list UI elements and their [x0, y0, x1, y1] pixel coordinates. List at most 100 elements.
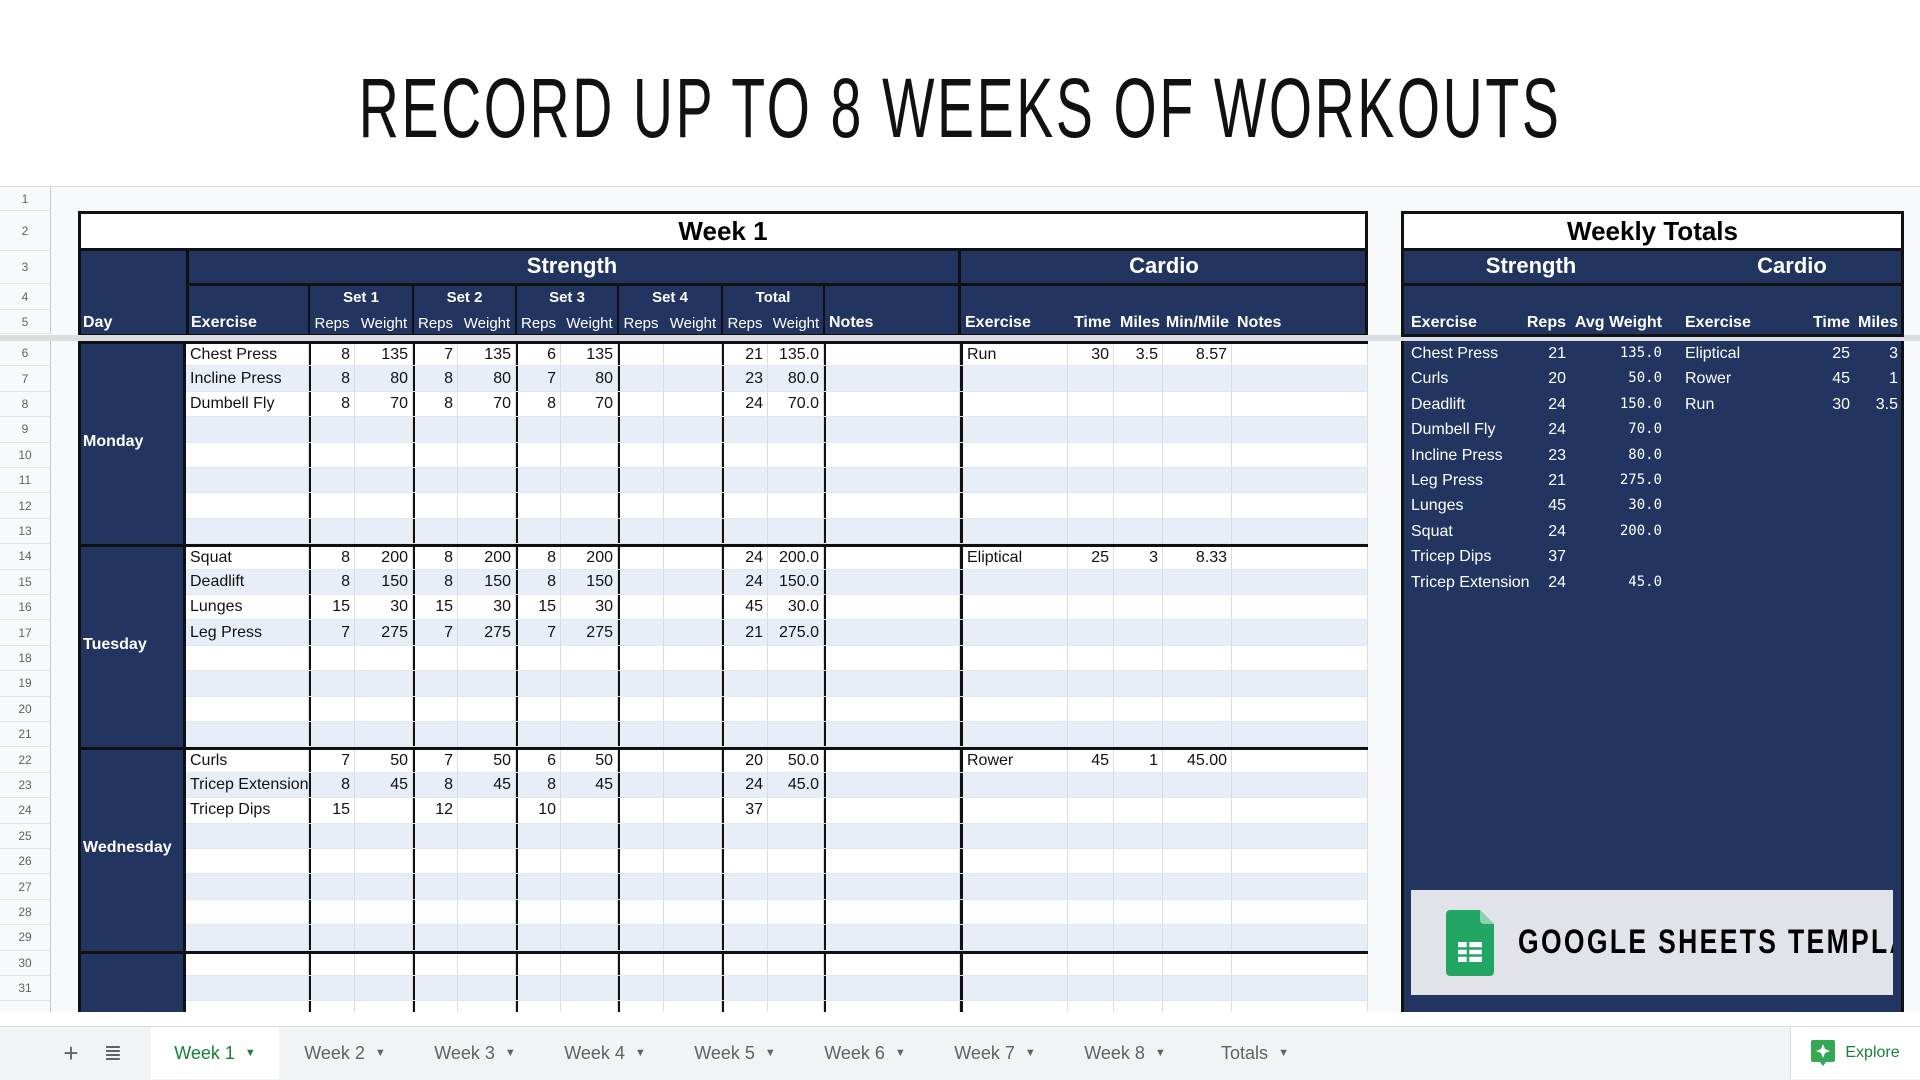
value-cell[interactable] [768, 493, 824, 518]
value-cell[interactable] [561, 1001, 618, 1012]
table-row[interactable]: Lunges 15 30 15 30 15 30 45 30.0 [186, 595, 1368, 621]
table-row[interactable] [186, 442, 1368, 468]
value-cell[interactable] [413, 493, 458, 518]
value-cell[interactable] [618, 722, 664, 747]
cardio-notes-cell[interactable] [1232, 391, 1368, 417]
cardio-notes-cell[interactable] [1232, 442, 1368, 467]
value-cell[interactable]: 200 [355, 547, 413, 569]
value-cell[interactable]: 7 [516, 620, 561, 645]
value-cell[interactable] [618, 468, 664, 493]
table-row[interactable] [186, 899, 1368, 926]
value-cell[interactable] [722, 899, 768, 925]
value-cell[interactable] [618, 595, 664, 620]
value-cell[interactable] [618, 772, 664, 798]
cardio-notes-cell[interactable] [1232, 671, 1368, 696]
table-row[interactable]: Leg Press 7 275 7 275 7 275 21 275.0 [186, 620, 1368, 646]
value-cell[interactable] [458, 696, 516, 721]
sheet-tab[interactable]: Week 1 ▼ [151, 1027, 279, 1079]
notes-cell[interactable] [824, 442, 960, 467]
value-cell[interactable] [722, 722, 768, 747]
notes-cell[interactable] [824, 1001, 960, 1012]
value-cell[interactable]: 8 [309, 366, 355, 391]
cardio-value-cell[interactable] [1068, 417, 1114, 442]
cardio-value-cell[interactable]: 45.00 [1163, 750, 1232, 772]
cardio-value-cell[interactable] [1163, 874, 1232, 899]
value-cell[interactable] [516, 671, 561, 696]
notes-cell[interactable] [824, 620, 960, 645]
cardio-value-cell[interactable] [1114, 595, 1163, 620]
table-row[interactable]: Tricep Extension 8 45 8 45 8 45 24 45.0 [186, 772, 1368, 799]
value-cell[interactable] [664, 976, 722, 1001]
chevron-down-icon[interactable]: ▼ [894, 1047, 906, 1059]
value-cell[interactable] [618, 442, 664, 467]
exercise-cell[interactable] [186, 442, 309, 467]
value-cell[interactable]: 8 [516, 547, 561, 569]
exercise-cell[interactable] [186, 518, 309, 544]
value-cell[interactable]: 8 [516, 569, 561, 594]
cardio-value-cell[interactable] [1068, 569, 1114, 594]
cardio-value-cell[interactable] [1114, 493, 1163, 518]
table-row[interactable]: Chest Press 8 135 7 135 6 135 21 135.0 Run 30 3.5 8.… [186, 344, 1368, 367]
value-cell[interactable]: 7 [413, 344, 458, 366]
cardio-exercise-cell[interactable]: Run [960, 344, 1068, 366]
cardio-value-cell[interactable] [1068, 442, 1114, 467]
cardio-exercise-cell[interactable]: Rower [960, 750, 1068, 772]
value-cell[interactable] [768, 645, 824, 671]
cardio-value-cell[interactable] [1068, 366, 1114, 391]
value-cell[interactable] [413, 696, 458, 721]
value-cell[interactable] [561, 696, 618, 721]
cardio-notes-cell[interactable] [1232, 899, 1368, 925]
value-cell[interactable] [413, 722, 458, 747]
value-cell[interactable] [309, 1001, 355, 1012]
value-cell[interactable] [664, 953, 722, 975]
cardio-value-cell[interactable] [1068, 953, 1114, 975]
notes-cell[interactable] [824, 798, 960, 823]
value-cell[interactable] [618, 899, 664, 925]
value-cell[interactable] [516, 899, 561, 925]
row-header[interactable]: 2 [0, 211, 51, 251]
exercise-cell[interactable]: Lunges [186, 595, 309, 620]
cardio-exercise-cell[interactable] [960, 468, 1068, 493]
value-cell[interactable]: 50 [561, 750, 618, 772]
value-cell[interactable] [618, 925, 664, 950]
value-cell[interactable] [516, 493, 561, 518]
notes-cell[interactable] [824, 468, 960, 493]
value-cell[interactable]: 8 [516, 772, 561, 798]
value-cell[interactable]: 200.0 [768, 547, 824, 569]
notes-cell[interactable] [824, 874, 960, 899]
cardio-value-cell[interactable] [1068, 772, 1114, 798]
row-header[interactable] [0, 1001, 51, 1012]
exercise-cell[interactable]: Chest Press [186, 344, 309, 366]
cardio-notes-cell[interactable] [1232, 468, 1368, 493]
exercise-cell[interactable]: Tricep Dips [186, 798, 309, 823]
value-cell[interactable] [618, 547, 664, 569]
value-cell[interactable] [664, 417, 722, 442]
cardio-value-cell[interactable] [1114, 899, 1163, 925]
notes-cell[interactable] [824, 344, 960, 366]
cardio-notes-cell[interactable] [1232, 750, 1368, 772]
value-cell[interactable] [618, 976, 664, 1001]
cardio-value-cell[interactable] [1114, 798, 1163, 823]
table-row[interactable] [186, 925, 1368, 951]
value-cell[interactable] [618, 953, 664, 975]
value-cell[interactable]: 8 [413, 391, 458, 417]
value-cell[interactable]: 8 [516, 391, 561, 417]
cardio-exercise-cell[interactable] [960, 798, 1068, 823]
table-row[interactable] [186, 874, 1368, 900]
cardio-value-cell[interactable] [1068, 976, 1114, 1001]
value-cell[interactable] [355, 722, 413, 747]
value-cell[interactable] [722, 874, 768, 899]
value-cell[interactable] [413, 823, 458, 848]
cardio-exercise-cell[interactable] [960, 696, 1068, 721]
value-cell[interactable] [413, 899, 458, 925]
value-cell[interactable] [516, 442, 561, 467]
value-cell[interactable] [618, 569, 664, 594]
cardio-value-cell[interactable] [1068, 823, 1114, 848]
cardio-value-cell[interactable] [1163, 417, 1232, 442]
value-cell[interactable] [561, 953, 618, 975]
cardio-value-cell[interactable] [1068, 518, 1114, 544]
sheet-tab[interactable]: Week 2 ▼ [281, 1027, 409, 1079]
value-cell[interactable] [561, 417, 618, 442]
value-cell[interactable] [722, 493, 768, 518]
value-cell[interactable] [618, 645, 664, 671]
